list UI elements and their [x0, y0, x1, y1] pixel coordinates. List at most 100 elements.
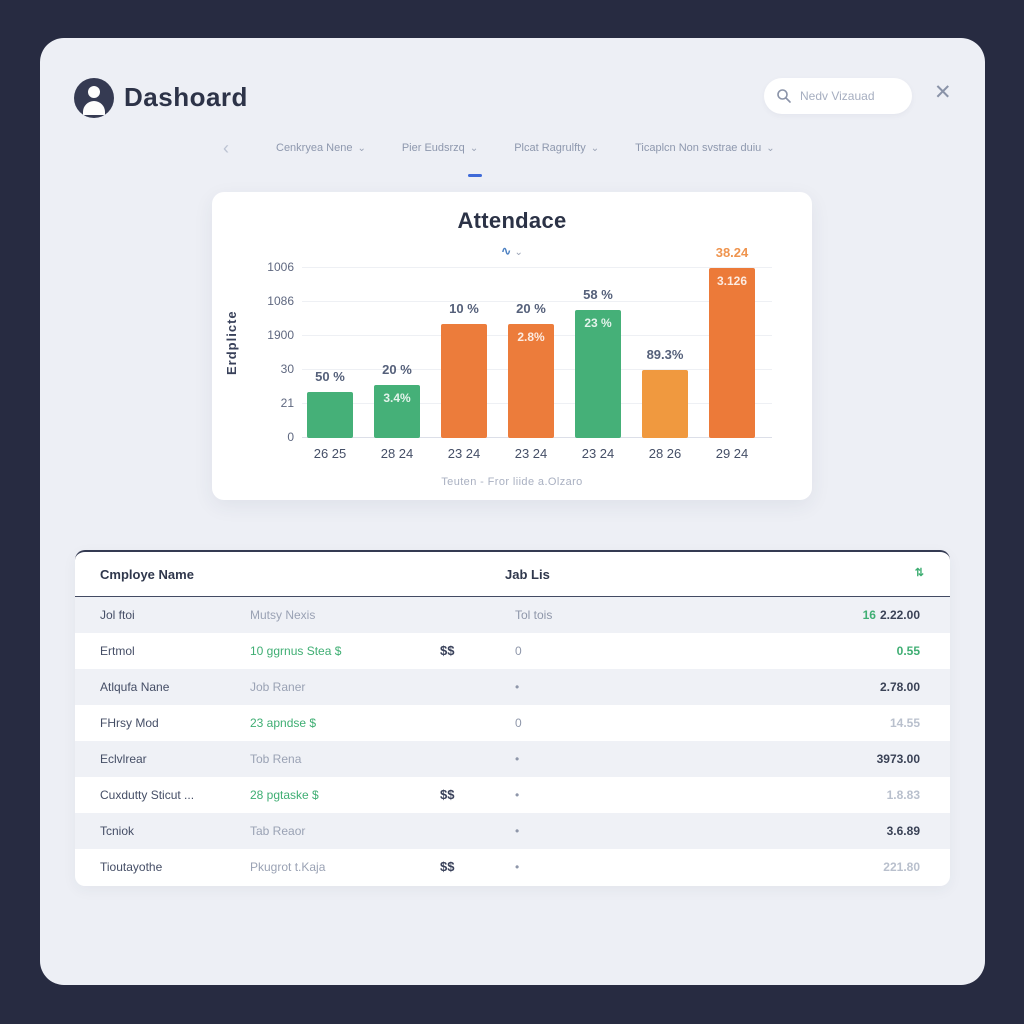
attendance-chart-card: Attendace ∿ ⌄ Erdplicte 0 21 30 1900 1086 100… — [212, 192, 812, 500]
bar-value-label: 20 % — [382, 362, 412, 377]
x-axis-tick: 23 24 — [514, 446, 548, 461]
back-chevron-icon[interactable]: ‹ — [223, 138, 229, 158]
chart-footnote: Teuten - Fror liide a.Olzaro — [441, 476, 583, 488]
main-card: Dashoard Nedv Vizauad ✕ ‹ Cenkryea Nene ⌄… — [40, 38, 985, 985]
search-input[interactable]: Nedv Vizauad — [764, 78, 912, 114]
cell-value: 3.6.89 — [886, 824, 920, 838]
table-row[interactable]: Tioutayothe Pkugrot t.Kaja $$ • 221.80 — [75, 849, 950, 885]
table-row[interactable]: Cuxdutty Sticut ... 28 pgtaske $ $$ • 1.8.83 — [75, 777, 950, 813]
close-icon[interactable]: ✕ — [934, 81, 952, 104]
bar-value-label: 89.3% — [646, 347, 684, 362]
cell-dollars: $$ — [440, 787, 455, 802]
avatar-head — [88, 86, 100, 98]
bar-inside-label: 23 % — [584, 316, 612, 330]
bar-7[interactable]: 3.126 — [709, 268, 755, 438]
employee-table-card: Cmploye Name Jab Lis ⇅ Jol ftoi Mutsy Nex… — [75, 550, 950, 886]
table-header-row: Cmploye Name Jab Lis ⇅ — [75, 552, 950, 597]
bar-inside-label: 3.126 — [716, 274, 748, 288]
column-header-employee-name[interactable]: Cmploye Name — [100, 567, 194, 582]
chart-plot: 0 21 30 1900 1086 1006 50 % 26 25 3.4% 20 % 28 24 1… — [267, 245, 772, 461]
filter-label: Pier Eudsrzq — [401, 142, 465, 154]
bar-value-label: 50 % — [315, 369, 345, 384]
cell-job: Tob Rena — [250, 752, 302, 766]
bar-value-label: 38.24 — [715, 245, 749, 260]
cell-value: 1.8.83 — [886, 788, 920, 802]
cell-job: Tab Reaor — [250, 824, 306, 838]
cell-mid: • — [515, 680, 520, 694]
cell-mid: 0 — [515, 716, 522, 730]
chart-title: Attendace — [457, 208, 567, 233]
cell-employee-name: Tioutayothe — [100, 860, 163, 874]
cell-job: 28 pgtaske $ — [250, 788, 319, 802]
bar-value-label: 58 % — [583, 287, 613, 302]
avatar-shoulders — [83, 101, 105, 115]
filter-dropdown-1[interactable]: Cenkryea Nene ⌄ — [276, 142, 366, 154]
cell-job: Job Raner — [250, 680, 306, 694]
cell-mid: • — [515, 788, 520, 802]
column-header-job-list[interactable]: Jab Lis — [505, 567, 550, 582]
bar-2[interactable]: 3.4% — [374, 385, 420, 438]
cell-value: 16 2.22.00 — [862, 608, 920, 622]
y-axis-tick: 0 — [287, 430, 294, 444]
cell-employee-name: Tcniok — [100, 824, 135, 838]
bar-value-label: 20 % — [516, 301, 546, 316]
chevron-down-icon: ⌄ — [590, 142, 600, 154]
table-row[interactable]: Ertmol 10 ggrnus Stea $ $$ 0 0.55 — [75, 633, 950, 669]
chevron-down-icon[interactable]: ⌄ — [514, 247, 523, 258]
cell-employee-name: Jol ftoi — [100, 608, 135, 622]
sort-icon[interactable]: ⇅ — [914, 567, 924, 579]
bar-6[interactable] — [642, 370, 688, 438]
table-row[interactable]: FHrsy Mod 23 apndse $ 0 14.55 — [75, 705, 950, 741]
bar-value-label: 10 % — [449, 301, 479, 316]
table-row[interactable]: Atlqufa Nane Job Raner • 2.78.00 — [75, 669, 950, 705]
table-row[interactable]: Jol ftoi Mutsy Nexis Tol tois 16 2.22.00 — [75, 597, 950, 633]
cell-mid: • — [515, 860, 520, 874]
cell-value-prefix: 16 — [862, 608, 876, 622]
cell-mid: • — [515, 824, 520, 838]
y-axis-tick: 30 — [280, 362, 294, 376]
filter-label: Plcat Ragrulfty — [514, 142, 586, 154]
filter-dropdown-3[interactable]: Plcat Ragrulfty ⌄ — [514, 142, 599, 154]
filter-dropdown-2[interactable]: Pier Eudsrzq ⌄ — [402, 142, 478, 154]
filter-bar-items: Cenkryea Nene ⌄ Pier Eudsrzq ⌄ Plcat Ragrulf… — [276, 142, 775, 154]
cell-employee-name: FHrsy Mod — [100, 716, 159, 730]
chart-toolbar[interactable]: ∿ ⌄ — [212, 244, 812, 258]
bar-inside-label: 2.8% — [517, 330, 545, 344]
user-avatar-icon[interactable] — [74, 78, 114, 118]
cell-job: Mutsy Nexis — [250, 608, 316, 622]
cell-dollars: $$ — [440, 859, 455, 874]
bar-4[interactable]: 2.8% — [508, 324, 554, 438]
gridline — [302, 267, 772, 268]
cell-dollars: $$ — [440, 643, 455, 658]
y-axis-tick: 1086 — [267, 294, 294, 308]
bar-inside-label: 3.4% — [383, 391, 411, 405]
y-axis-title: Erdplicte — [224, 310, 239, 376]
cell-mid: • — [515, 752, 520, 766]
y-axis-tick: 1006 — [267, 260, 294, 274]
cell-value: 14.55 — [889, 716, 920, 730]
chevron-down-icon: ⌄ — [357, 142, 366, 154]
table-body: Jol ftoi Mutsy Nexis Tol tois 16 2.22.00 Ertm… — [75, 597, 950, 885]
chevron-down-icon: ⌄ — [766, 142, 775, 154]
page-title: Dashoard — [124, 82, 248, 112]
search-placeholder: Nedv Vizauad — [800, 89, 875, 103]
cell-employee-name: Ertmol — [100, 644, 135, 658]
bar-5[interactable]: 23 % — [575, 310, 621, 438]
x-axis-tick: 23 24 — [447, 446, 481, 461]
cell-employee-name: Cuxdutty Sticut ... — [100, 788, 195, 802]
filter-label: Ticaplcn Non svstrae duiu — [635, 142, 762, 154]
bar-1[interactable] — [307, 392, 353, 438]
x-axis-tick: 28 24 — [380, 446, 414, 461]
table-row[interactable]: Eclvlrear Tob Rena • 3973.00 — [75, 741, 950, 777]
gridline — [302, 301, 772, 302]
chevron-down-icon: ⌄ — [469, 142, 479, 154]
trendline-icon[interactable]: ∿ — [501, 244, 512, 258]
cell-job: 23 apndse $ — [250, 716, 317, 730]
active-filter-underline — [468, 174, 482, 177]
bar-3[interactable] — [441, 324, 487, 438]
filter-dropdown-4[interactable]: Ticaplcn Non svstrae duiu ⌄ — [635, 142, 775, 154]
x-axis-tick: 23 24 — [581, 446, 615, 461]
cell-value: 2.78.00 — [879, 680, 920, 694]
table-row[interactable]: Tcniok Tab Reaor • 3.6.89 — [75, 813, 950, 849]
y-axis-tick: 1900 — [267, 328, 294, 342]
